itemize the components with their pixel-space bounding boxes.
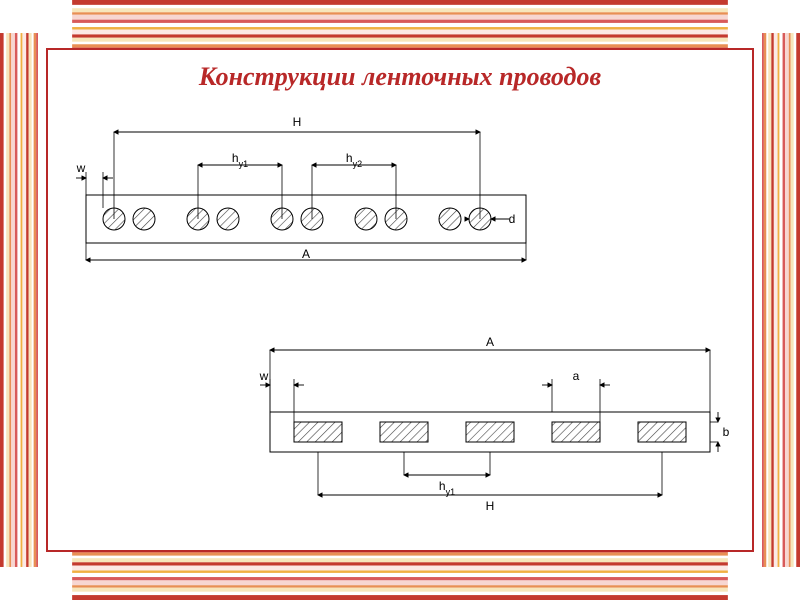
svg-text:w: w <box>259 369 269 383</box>
svg-text:A: A <box>302 247 310 261</box>
diagram-round-conductors: H Ahy1 hy2 w d <box>56 110 560 270</box>
border-top <box>0 0 800 50</box>
slide-title: Конструкции ленточных проводов <box>100 62 700 92</box>
svg-text:w: w <box>76 161 86 175</box>
svg-text:d: d <box>509 212 516 226</box>
svg-text:b: b <box>723 425 730 439</box>
svg-text:A: A <box>486 335 494 349</box>
diagram-flat-conductors: A Hhy1 w a b <box>240 330 740 520</box>
svg-text:H: H <box>293 115 302 129</box>
svg-text:a: a <box>573 369 580 383</box>
svg-text:H: H <box>486 499 495 513</box>
border-bottom <box>0 550 800 600</box>
svg-text:hy2: hy2 <box>346 151 362 169</box>
slide: Конструкции ленточных проводов H Ahy1 hy2 w… <box>0 0 800 600</box>
svg-text:hy1: hy1 <box>439 479 455 497</box>
svg-text:hy1: hy1 <box>232 151 248 169</box>
border-right <box>762 0 800 600</box>
border-left <box>0 0 38 600</box>
